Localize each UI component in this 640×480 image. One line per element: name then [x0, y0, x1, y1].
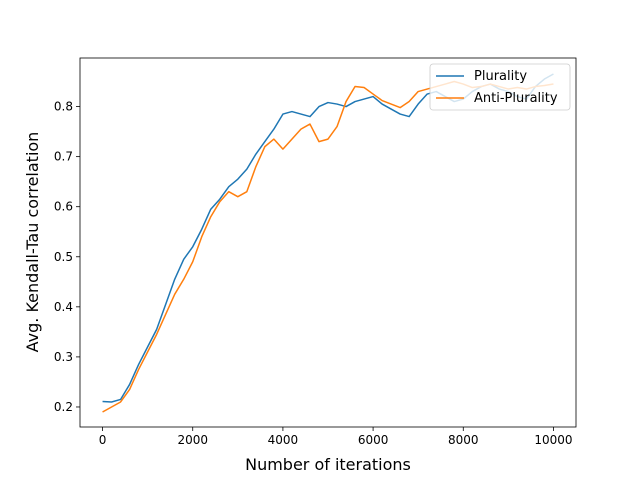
x-tick-label: 6000 — [358, 433, 389, 447]
x-tick-label: 10000 — [534, 433, 572, 447]
x-tick-label: 2000 — [177, 433, 208, 447]
y-tick-label: 0.8 — [54, 100, 73, 114]
legend-label-anti-plurality: Anti-Plurality — [474, 91, 558, 106]
y-tick-label: 0.3 — [54, 350, 73, 364]
y-tick-label: 0.4 — [54, 300, 73, 314]
y-tick-label: 0.2 — [54, 400, 73, 414]
x-tick-label: 4000 — [268, 433, 299, 447]
plot-background — [80, 58, 576, 427]
legend-label-plurality: Plurality — [474, 69, 527, 84]
y-axis-ticks: 0.2 0.3 0.4 0.5 0.6 0.7 0.8 — [54, 100, 80, 414]
legend: Plurality Anti-Plurality — [429, 63, 571, 111]
x-axis-ticks: 0 2000 4000 6000 8000 10000 — [99, 427, 573, 447]
x-tick-label: 0 — [99, 433, 107, 447]
plot-frame — [79, 57, 577, 428]
y-axis-label: Avg. Kendall-Tau correlation — [23, 132, 42, 353]
x-axis-label: Number of iterations — [245, 455, 411, 474]
y-tick-label: 0.5 — [54, 250, 73, 264]
x-tick-label: 8000 — [448, 433, 479, 447]
y-tick-label: 0.7 — [54, 150, 73, 164]
legend-box — [429, 63, 571, 111]
y-tick-label: 0.6 — [54, 200, 73, 214]
